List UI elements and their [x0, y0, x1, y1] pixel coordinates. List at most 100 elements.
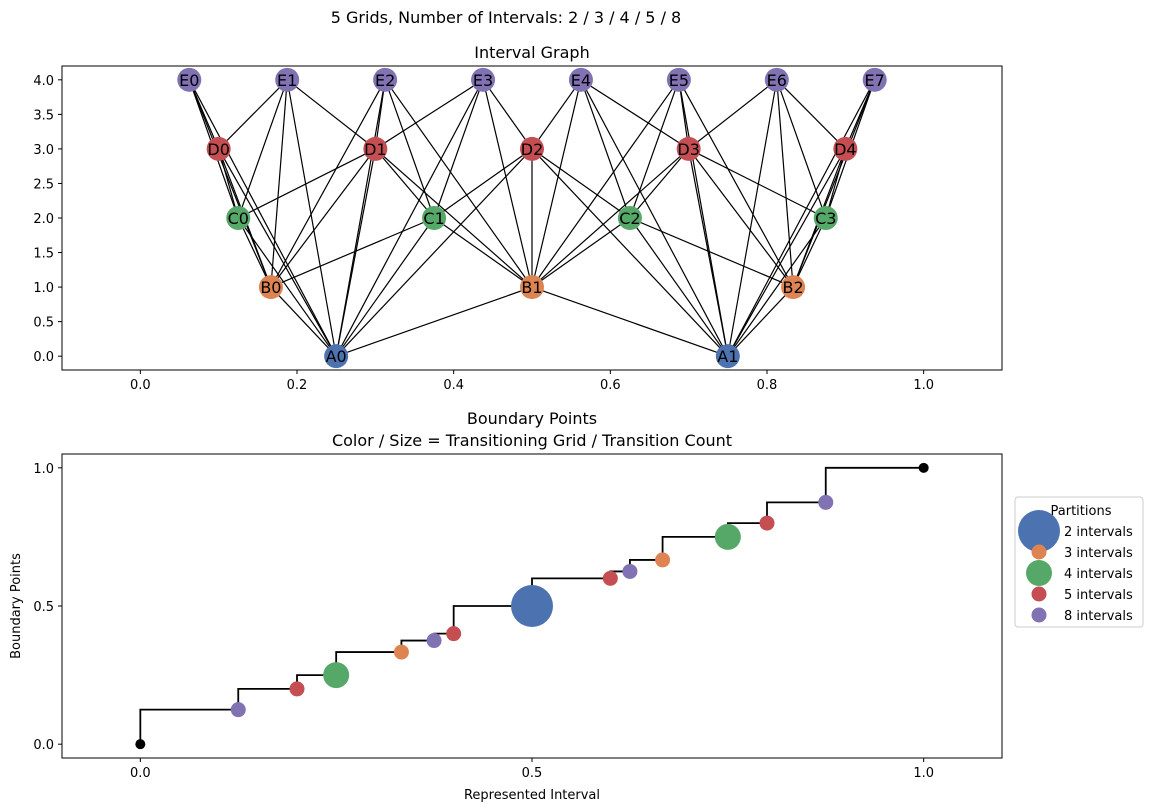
y-tick-label: 2.0 [33, 212, 54, 227]
y-tick-label: 3.5 [33, 108, 54, 123]
graph-node [715, 344, 740, 369]
graph-edge [531, 79, 582, 288]
x-tick-label: 1.0 [913, 378, 934, 393]
graph-edge [844, 79, 876, 150]
legend-marker [1031, 607, 1047, 623]
graph-node-label: B0 [260, 278, 281, 297]
graph-edge [531, 217, 631, 288]
boundary-points-x-axis-label: Represented Interval [464, 788, 600, 803]
graph-node [781, 275, 806, 300]
graph-edge [678, 79, 729, 357]
boundary-point [289, 681, 305, 697]
graph-node [676, 136, 701, 161]
graph-node-label: A0 [326, 347, 347, 366]
boundary-points-title: Boundary Points [467, 409, 597, 428]
graph-node [226, 206, 251, 230]
graph-node-label: E4 [571, 71, 591, 90]
graph-edge [286, 79, 337, 357]
graph-edge [237, 148, 376, 219]
graph-node-label: D2 [521, 140, 544, 159]
x-tick-label: 0.8 [757, 378, 778, 393]
graph-node [471, 67, 496, 92]
y-tick-label: 0.0 [33, 738, 54, 753]
graph-edge [629, 79, 680, 219]
boundary-points-x-ticks: 0.0 0.5 1.0 [130, 758, 934, 781]
graph-node-label: C3 [815, 209, 836, 228]
graph-edge [727, 286, 794, 357]
graph-edge [335, 217, 435, 357]
graph-node [363, 136, 388, 161]
graph-edge [727, 217, 827, 357]
y-tick-label: 0.5 [33, 600, 54, 615]
graph-edge [688, 148, 827, 219]
legend-marker [1031, 586, 1047, 602]
boundary-point [426, 633, 442, 649]
y-tick-label: 0.5 [33, 316, 54, 331]
boundary-point [446, 626, 462, 642]
interval-graph-edges [188, 79, 876, 357]
x-tick-label: 0.4 [443, 378, 464, 393]
boundary-point [655, 552, 671, 568]
graph-edge [270, 79, 288, 288]
graph-edge [531, 148, 729, 357]
legend-label: 8 intervals [1064, 609, 1133, 624]
graph-edge [776, 79, 794, 288]
boundary-point [135, 739, 146, 750]
graph-edge [218, 79, 288, 150]
graph-node [520, 136, 544, 161]
graph-edge [776, 79, 827, 219]
graph-edge [727, 79, 778, 357]
legend-marker [1031, 544, 1047, 560]
graph-edge [374, 148, 435, 219]
boundary-point [622, 563, 638, 579]
graph-edge [384, 79, 435, 219]
interval-graph-title: Interval Graph [474, 43, 589, 62]
graph-node-label: D4 [834, 140, 857, 159]
x-tick-label: 0.2 [287, 378, 308, 393]
graph-edge [727, 79, 876, 357]
graph-node-label: D0 [207, 140, 230, 159]
boundary-point [602, 570, 618, 586]
y-tick-label: 1.5 [33, 247, 54, 262]
graph-edge [482, 79, 533, 150]
graph-edge [270, 148, 376, 288]
graph-node-label: C1 [423, 209, 444, 228]
boundary-points-subtitle: Color / Size = Transitioning Grid / Tran… [332, 431, 732, 450]
graph-edge [335, 79, 386, 357]
boundary-points-y-axis-label: Boundary Points [9, 553, 24, 659]
graph-node [258, 275, 283, 300]
y-tick-label: 3.0 [33, 143, 54, 158]
legend-label: 5 intervals [1064, 588, 1133, 603]
graph-node-label: E5 [669, 71, 689, 90]
boundary-point [818, 494, 834, 510]
graph-edge [580, 79, 689, 150]
graph-edge [375, 79, 484, 150]
graph-node [568, 67, 593, 92]
graph-edge [580, 79, 729, 357]
graph-edge [188, 79, 220, 150]
graph-node [422, 206, 447, 230]
graph-node [617, 206, 642, 230]
legend-marker [1018, 510, 1060, 552]
graph-edge [629, 148, 690, 219]
graph-node [373, 67, 398, 92]
x-tick-label: 0.5 [522, 766, 543, 781]
graph-node [764, 67, 789, 92]
y-tick-label: 1.0 [33, 281, 54, 296]
graph-edge [531, 79, 582, 150]
graph-node-label: B1 [521, 278, 542, 297]
graph-edge [688, 79, 778, 150]
graph-node-label: E0 [179, 71, 199, 90]
legend-title: Partitions [1051, 504, 1112, 519]
graph-node-label: E7 [865, 71, 885, 90]
x-tick-label: 1.0 [913, 766, 934, 781]
legend-marker [1026, 560, 1052, 586]
graph-edge [580, 79, 631, 219]
graph-edge [384, 79, 533, 288]
graph-node-label: E6 [767, 71, 787, 90]
boundary-point [511, 585, 553, 627]
graph-edge [270, 217, 435, 288]
graph-edge [531, 148, 631, 219]
graph-node-label: E1 [277, 71, 297, 90]
